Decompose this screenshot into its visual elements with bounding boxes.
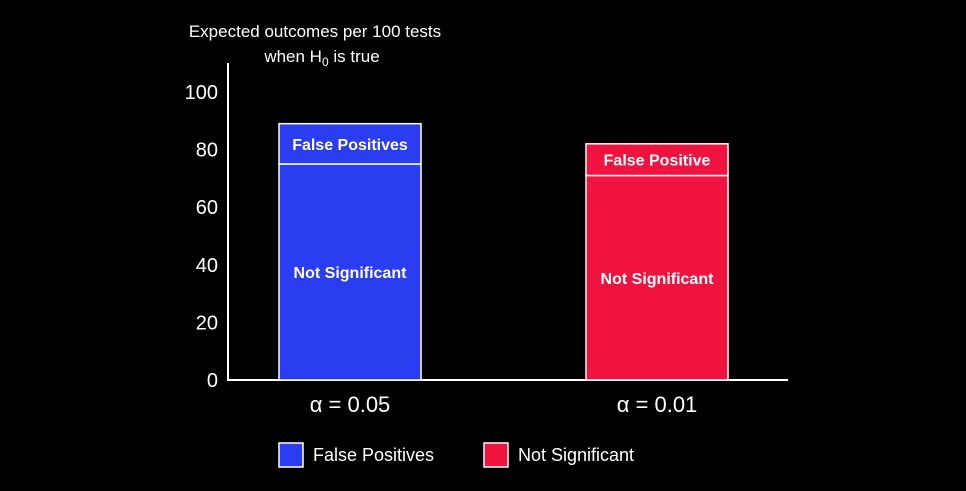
legend-swatch	[278, 442, 304, 468]
subtitle-prefix: when H	[263, 47, 322, 66]
bar-segment-not-significant	[585, 174, 729, 381]
bar-segment-not-significant	[278, 163, 422, 381]
y-tick-label: 20	[196, 312, 218, 334]
chart-title-line1: Expected outcomes per 100 tests	[189, 22, 441, 41]
y-axis: 0 20 40 60 80 100	[185, 63, 229, 392]
chart-title: Expected outcomes per 100 tests when H0 …	[189, 22, 441, 69]
y-tick-label: 80	[196, 140, 218, 162]
category-labels: α = 0.05 α = 0.01	[310, 392, 698, 417]
y-tick-label: 60	[196, 197, 218, 219]
bar-segment-false-positives	[278, 122, 422, 165]
subtitle-suffix: is true	[329, 47, 380, 66]
bar-segment-label: Not Significant	[601, 271, 715, 288]
y-tick-label: 40	[196, 255, 218, 277]
bar-segment-false-positive	[585, 143, 729, 177]
y-tick-label: 0	[207, 370, 218, 392]
chart-title-line2: when H0 is true	[263, 47, 379, 69]
bars: Not Significant False Positives Not Signif…	[278, 122, 729, 381]
x-category-label: α = 0.01	[617, 392, 698, 417]
bar-segment-label: False Positives	[292, 137, 408, 154]
y-tick-label: 100	[185, 82, 218, 104]
legend-label: False Positives	[313, 445, 434, 465]
legend-label: Not Significant	[518, 445, 634, 465]
subtitle-subscript: 0	[322, 55, 329, 69]
bar-segment-label: False Positive	[604, 153, 711, 170]
legend: False Positives Not Significant	[278, 442, 634, 468]
bar-segment-label: Not Significant	[294, 265, 408, 282]
x-category-label: α = 0.05	[310, 392, 391, 417]
legend-swatch	[483, 442, 509, 468]
